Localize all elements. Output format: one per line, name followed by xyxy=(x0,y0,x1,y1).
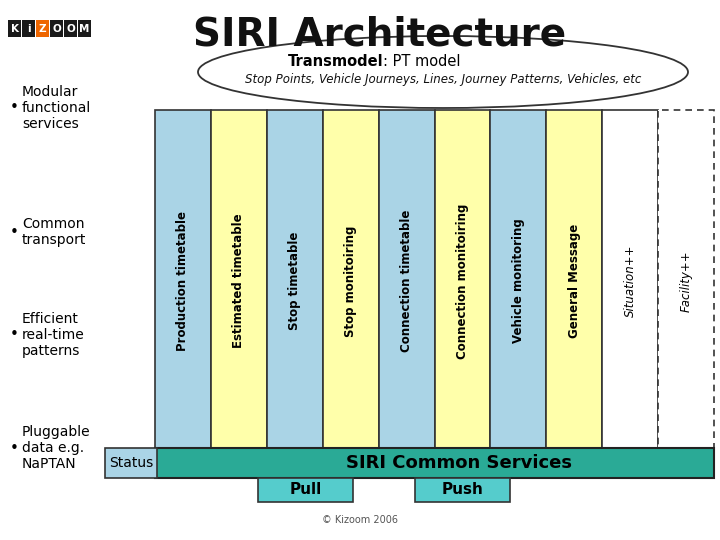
Text: Pluggable
data e.g.
NaPTAN: Pluggable data e.g. NaPTAN xyxy=(22,425,91,471)
Text: Stop timetable: Stop timetable xyxy=(288,232,301,330)
Text: O: O xyxy=(66,24,75,33)
Text: Push: Push xyxy=(441,483,483,497)
FancyBboxPatch shape xyxy=(379,110,434,452)
FancyBboxPatch shape xyxy=(22,20,35,37)
FancyBboxPatch shape xyxy=(323,110,379,452)
FancyBboxPatch shape xyxy=(155,448,714,478)
Text: Common
transport: Common transport xyxy=(22,217,86,247)
Text: SIRI Architecture: SIRI Architecture xyxy=(194,16,567,54)
FancyBboxPatch shape xyxy=(64,20,77,37)
FancyBboxPatch shape xyxy=(658,110,714,452)
Text: Pull: Pull xyxy=(290,483,322,497)
Text: Transmodel: Transmodel xyxy=(287,55,383,70)
Text: Facility++: Facility++ xyxy=(680,250,693,312)
Text: General Message: General Message xyxy=(568,224,581,338)
Text: Estimated timetable: Estimated timetable xyxy=(233,214,246,348)
FancyBboxPatch shape xyxy=(155,110,211,452)
Text: •: • xyxy=(10,441,19,456)
FancyBboxPatch shape xyxy=(258,478,354,502)
Text: M: M xyxy=(79,24,90,33)
Text: Efficient
real-time
patterns: Efficient real-time patterns xyxy=(22,312,85,358)
FancyBboxPatch shape xyxy=(211,110,267,452)
Text: i: i xyxy=(27,24,30,33)
Text: Situation++: Situation++ xyxy=(624,245,636,317)
FancyBboxPatch shape xyxy=(8,20,21,37)
FancyBboxPatch shape xyxy=(490,110,546,452)
Text: Stop monitoiring: Stop monitoiring xyxy=(344,225,357,336)
Text: •: • xyxy=(10,225,19,240)
FancyBboxPatch shape xyxy=(415,478,510,502)
Text: Z: Z xyxy=(39,24,46,33)
Text: Status: Status xyxy=(109,456,153,470)
FancyBboxPatch shape xyxy=(36,20,49,37)
Text: Production timetable: Production timetable xyxy=(176,211,189,351)
Text: SIRI Common Services: SIRI Common Services xyxy=(346,454,572,472)
Text: © Kizoom 2006: © Kizoom 2006 xyxy=(322,515,398,525)
Text: Stop Points, Vehicle Journeys, Lines, Journey Patterns, Vehicles, etc: Stop Points, Vehicle Journeys, Lines, Jo… xyxy=(245,73,642,86)
Text: •: • xyxy=(10,327,19,342)
FancyBboxPatch shape xyxy=(267,110,323,452)
FancyBboxPatch shape xyxy=(602,110,658,452)
Text: Connection timetable: Connection timetable xyxy=(400,210,413,352)
Text: Connection monitoiring: Connection monitoiring xyxy=(456,204,469,359)
FancyBboxPatch shape xyxy=(78,20,91,37)
FancyBboxPatch shape xyxy=(434,110,490,452)
Text: O: O xyxy=(52,24,61,33)
Text: •: • xyxy=(10,100,19,116)
Text: K: K xyxy=(11,24,19,33)
FancyBboxPatch shape xyxy=(105,448,157,478)
Text: : PT model: : PT model xyxy=(383,55,461,70)
Text: Modular
functional
services: Modular functional services xyxy=(22,85,91,131)
Text: Vehicle monitoring: Vehicle monitoring xyxy=(512,219,525,343)
FancyBboxPatch shape xyxy=(546,110,602,452)
FancyBboxPatch shape xyxy=(50,20,63,37)
